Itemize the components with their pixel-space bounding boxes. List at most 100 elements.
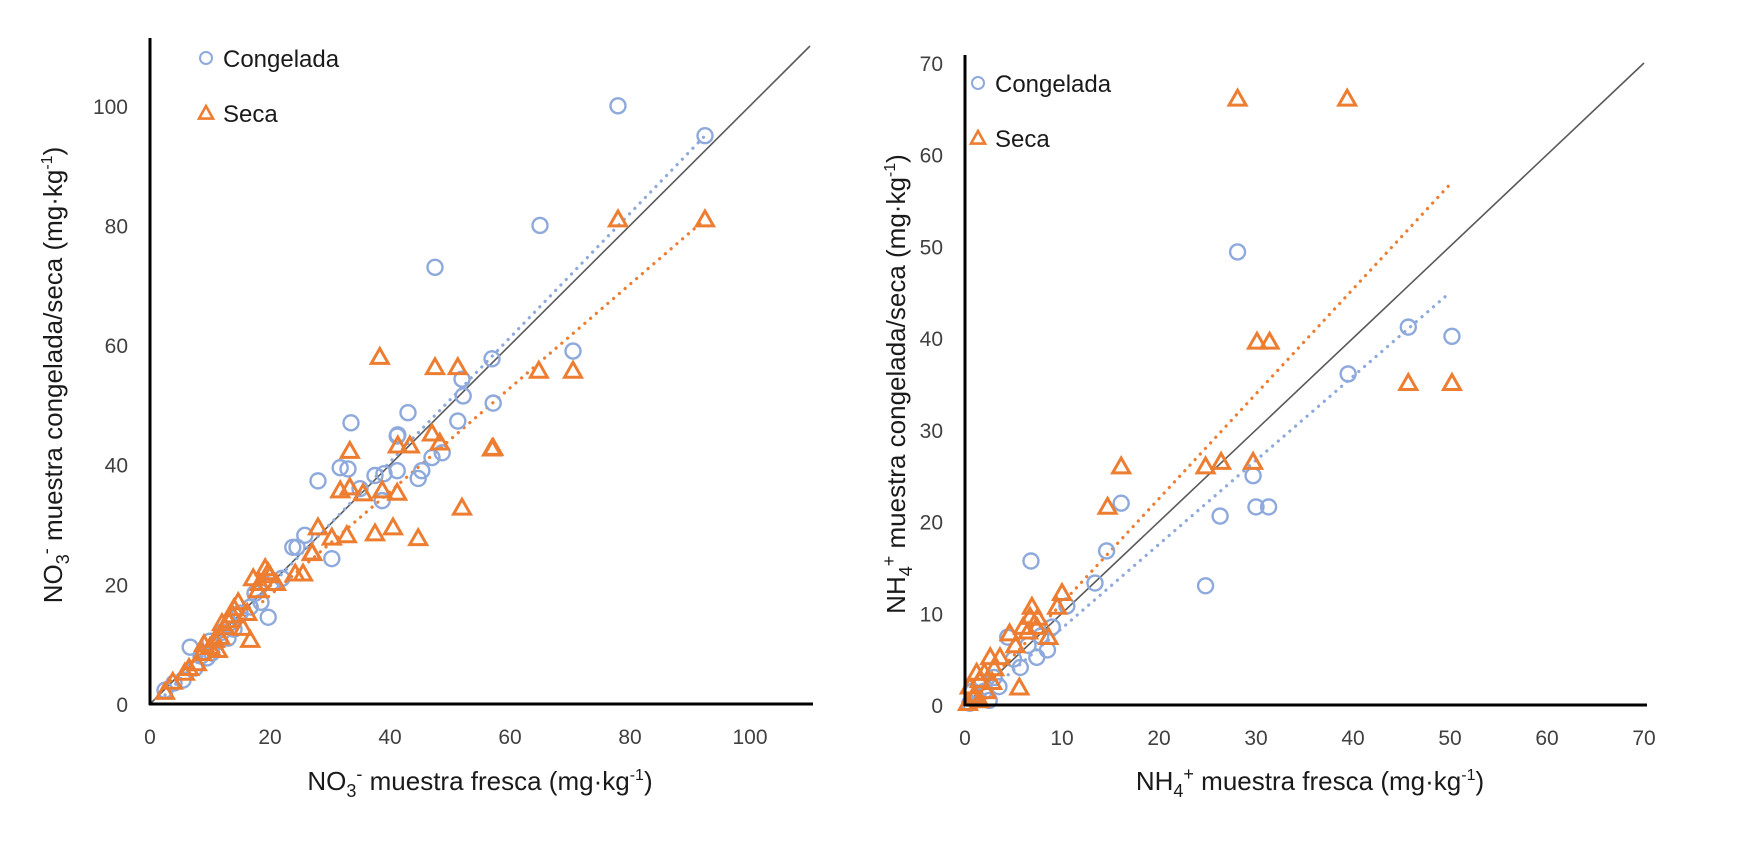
data-point-congelada — [366, 466, 384, 485]
y-tick-label: 10 — [920, 603, 943, 626]
data-point-seca — [1026, 606, 1049, 626]
x-tick-label: 60 — [498, 726, 521, 749]
x-tick-label: 10 — [1050, 727, 1073, 750]
y-tick-label: 40 — [920, 328, 943, 351]
data-point-seca — [185, 651, 208, 672]
data-point-congelada — [990, 677, 1008, 696]
data-point-seca — [191, 641, 214, 662]
data-point-congelada — [1443, 327, 1461, 346]
data-point-seca — [386, 481, 409, 501]
data-point-congelada — [1028, 648, 1046, 667]
data-point-seca — [192, 632, 216, 653]
data-point-seca — [1336, 87, 1359, 107]
data-point-congelada — [985, 668, 1003, 687]
data-point-congelada — [342, 414, 360, 432]
data-point-seca — [153, 680, 177, 700]
data-point-seca — [1110, 455, 1133, 475]
data-point-congelada — [1112, 494, 1130, 512]
data-point-congelada — [1022, 552, 1040, 570]
data-point-seca — [239, 628, 262, 648]
data-point-seca — [428, 431, 451, 451]
data-point-congelada — [1086, 574, 1104, 592]
y-tick-label: 20 — [105, 574, 128, 597]
reference-line-1to1 — [964, 62, 1645, 706]
data-point-seca — [407, 526, 430, 547]
data-point-congelada — [449, 412, 467, 430]
data-point-seca — [975, 679, 998, 700]
data-point-seca — [1046, 595, 1069, 615]
data-point-congelada — [564, 342, 582, 360]
data-point-seca — [161, 670, 184, 690]
x-tick-label: 40 — [378, 726, 401, 749]
data-point-congelada — [399, 403, 417, 422]
data-point-seca — [561, 359, 585, 379]
y-tick-label: 50 — [920, 236, 943, 259]
data-point-seca — [527, 359, 550, 379]
legend-circle-icon — [199, 51, 213, 65]
x-tick-label: 100 — [732, 726, 767, 749]
data-point-seca — [1209, 450, 1233, 470]
data-point-congelada — [284, 538, 302, 556]
data-point-congelada — [259, 608, 277, 626]
y-tick-label: 80 — [105, 215, 128, 238]
data-point-congelada — [1247, 498, 1265, 516]
legend-label-congelada: Congelada — [223, 46, 340, 73]
legend-triangle-icon — [968, 128, 988, 145]
data-point-seca — [284, 562, 307, 582]
data-point-seca — [338, 439, 361, 459]
x-tick-label: 30 — [1244, 727, 1267, 750]
data-point-congelada — [1097, 542, 1116, 560]
data-point-seca — [1096, 495, 1119, 515]
y-tick-label: 30 — [920, 420, 943, 443]
y-tick-label: 20 — [920, 512, 943, 535]
data-point-congelada — [1339, 365, 1357, 383]
data-point-seca — [1226, 87, 1249, 107]
y-axis-title: NO3- muestra congelada/seca (mg·kg-1) — [36, 147, 73, 604]
data-point-congelada — [1228, 243, 1247, 261]
y-tick-label: 60 — [920, 145, 943, 168]
data-point-seca — [351, 481, 375, 502]
y-tick-label: 70 — [920, 53, 943, 76]
data-point-seca — [1258, 330, 1281, 350]
data-point-seca — [1004, 633, 1027, 654]
data-point-congelada — [1196, 577, 1215, 595]
data-point-seca — [398, 434, 421, 454]
data-point-seca — [965, 661, 988, 681]
legend-label-seca: Seca — [223, 101, 278, 128]
data-point-congelada — [309, 472, 327, 490]
data-point-congelada — [409, 469, 427, 488]
data-point-seca — [968, 688, 991, 709]
trendline-seca — [966, 180, 1454, 707]
data-point-seca — [423, 355, 447, 376]
x-tick-label: 60 — [1535, 727, 1558, 750]
data-point-seca — [246, 578, 270, 599]
data-point-seca — [606, 207, 630, 228]
legend-circle-icon — [971, 76, 985, 90]
y-axis-title: NH4+ muestra congelada/seca (mg·kg-1) — [879, 154, 916, 614]
x-tick-label: 40 — [1341, 727, 1364, 750]
data-point-congelada — [331, 459, 349, 477]
data-point-seca — [258, 563, 282, 584]
x-axis-title: NO3- muestra fresca (mg·kg-1) — [307, 764, 652, 801]
y-tick-label: 60 — [105, 335, 128, 358]
data-point-congelada — [483, 350, 501, 368]
data-point-seca — [222, 596, 246, 617]
x-tick-label: 70 — [1632, 727, 1655, 750]
data-point-seca — [446, 355, 469, 376]
data-point-congelada — [453, 370, 471, 388]
data-point-seca — [1245, 330, 1269, 350]
data-point-seca — [306, 516, 330, 536]
data-point-congelada — [1259, 498, 1278, 516]
data-point-seca — [177, 656, 201, 676]
legend: Congelada Seca — [196, 46, 340, 128]
data-point-seca — [450, 496, 474, 516]
data-point-seca — [371, 478, 394, 499]
data-point-congelada — [252, 593, 270, 612]
legend: Congelada Seca — [968, 71, 1112, 153]
legend-label-seca: Seca — [995, 126, 1050, 153]
data-point-seca — [386, 434, 409, 454]
y-tick-label: 40 — [105, 455, 128, 478]
data-point-congelada — [484, 394, 502, 412]
data-point-seca — [482, 436, 505, 456]
